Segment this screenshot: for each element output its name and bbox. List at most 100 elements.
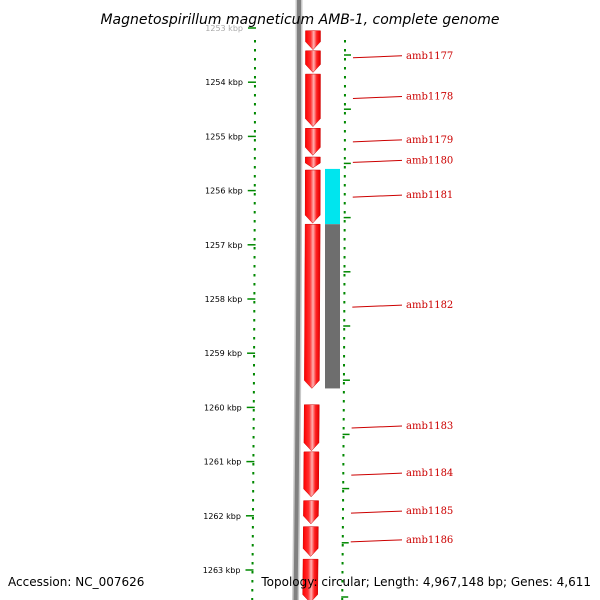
ruler-dot-left [251,562,254,565]
ruler-dot-left [253,85,256,88]
ruler-dot-right [342,454,345,457]
label-leader-line [352,139,403,143]
ruler-dot-left [253,211,256,214]
gene-label-amb1186[interactable]: amb1186 [406,535,453,546]
ruler-dot-left [252,373,255,376]
ruler-dot-right [342,472,345,475]
ruler-dot-right [341,562,344,565]
ruler: 1253 kbp 1254 kbp 1255 kbp 1256 kbp 1257 kbp… [203,24,351,600]
axis-tick-label: 1262 kbp [203,512,241,521]
ruler-dot-left [251,589,254,592]
ruler-dot-left [251,544,254,547]
ruler-dot-right [343,148,346,151]
ruler-dot-right [343,346,346,349]
ruler-dot-right [341,526,344,529]
ruler-dot-left [253,94,256,97]
ruler-dot-right [343,364,346,367]
ruler-dot-left [252,418,255,421]
gene-label-amb1178[interactable]: amb1178 [406,91,453,102]
ruler-dot-right [343,256,346,259]
axis-tick-label: 1260 kbp [204,403,242,412]
gene-label-amb1184[interactable]: amb1184 [406,468,453,479]
gene-arrow-amb1177[interactable] [305,30,321,51]
ruler-dot-left [253,256,256,259]
gene-labels: amb1177 amb1178 amb1179 amb1180 amb1181 amb11… [350,51,453,546]
map-title: Magnetospirillum magneticum AMB-1, compl… [100,12,499,28]
ruler-dot-right [343,211,346,214]
ruler-dot-left [253,175,256,178]
gene-arrow-amb1184[interactable] [303,451,320,498]
ruler-dot-left [253,247,256,250]
ruler-dot-left [252,508,255,511]
label-leader-line [352,159,403,163]
gene-label-amb1185[interactable]: amb1185 [406,506,453,517]
ruler-dot-right [342,481,345,484]
ruler-dot-left [252,472,255,475]
gene-arrow-amb1180[interactable] [305,156,321,169]
genome-summary-text: Topology: circular; Length: 4,967,148 bp… [260,575,591,589]
ruler-dot-right [343,247,346,250]
ruler-dot-left [253,319,256,322]
ruler-dot-left [253,283,256,286]
ruler-dot-right [342,445,345,448]
ruler-dot-right [343,283,346,286]
ruler-dot-right [341,517,344,520]
axis-tick-label: 1257 kbp [205,241,243,250]
ruler-dot-left [253,67,256,70]
ruler-dot-left [253,193,256,196]
axis-tick-label: 1261 kbp [204,458,242,467]
label-leader-line [352,304,403,308]
ruler-dot-left [252,481,255,484]
ruler-dot-left [253,292,256,295]
ruler-dot-right [342,508,345,511]
ruler-dot-right [342,499,345,502]
genome-backbone [292,0,303,600]
ruler-dot-right [342,373,345,376]
gene-arrow-amb1183[interactable] [303,404,320,452]
gene-arrow-amb1182[interactable] [304,223,321,389]
label-leader-line [351,472,403,476]
ruler-dot-right [341,589,344,592]
ruler-dot-right [342,418,345,421]
axis-tick-label: 1258 kbp [205,295,243,304]
gene-arrow-amb1181[interactable] [304,169,321,224]
ruler-dot-left [252,382,255,385]
gene-label-amb1182[interactable]: amb1182 [406,300,453,311]
ruler-dot-right [343,85,346,88]
gene-label-amb1177[interactable]: amb1177 [406,51,453,62]
ruler-dot-left [253,184,256,187]
ruler-dot-right [343,202,346,205]
ruler-dot-right [343,319,346,322]
gene-arrow-amb1187[interactable] [302,558,319,600]
ruler-dot-left [252,409,255,412]
ruler-dot-right [343,166,346,169]
ruler-dot-right [342,490,345,493]
label-leader-line [351,425,403,429]
ruler-dot-left [253,139,256,142]
ruler-dot-right [343,301,346,304]
ruler-dot-left [253,121,256,124]
gene-label-amb1179[interactable]: amb1179 [406,135,453,146]
ruler-dot-right [343,310,346,313]
ruler-dot-right [343,49,346,52]
gene-arrow-amb1179[interactable] [305,128,321,156]
axis-tick-label: 1259 kbp [204,349,242,358]
ruler-dot-right [343,58,346,61]
ruler-dot-left [253,40,256,43]
gene-arrow-amb1178[interactable] [305,73,321,128]
gene-arrow-amb1186[interactable] [302,526,319,557]
label-leader-line [350,539,403,543]
ruler-dot-right [343,103,346,106]
ruler-dot-left [252,427,255,430]
gray-feature [325,224,340,389]
ruler-dot-right [342,463,345,466]
gene-label-amb1183[interactable]: amb1183 [406,421,453,432]
gene-arrow-amb1177b[interactable] [305,50,321,73]
gene-label-amb1180[interactable]: amb1180 [406,155,453,166]
gene-arrow-amb1185[interactable] [303,500,319,525]
gene-label-amb1181[interactable]: amb1181 [406,190,453,201]
ruler-dot-right [343,193,346,196]
ruler-dot-left [253,364,256,367]
ruler-dot-right [343,157,346,160]
